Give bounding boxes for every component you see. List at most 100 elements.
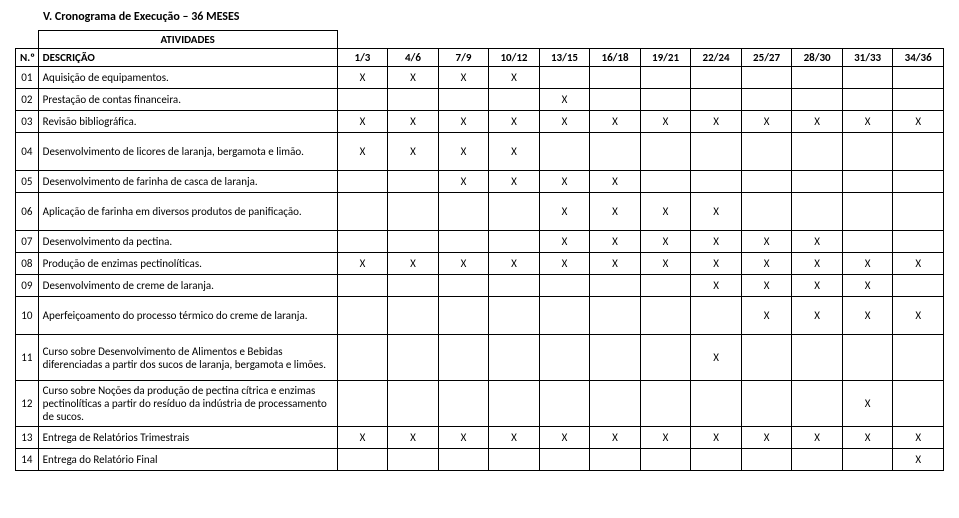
row-num: 14 (16, 449, 39, 471)
cell-mark (691, 381, 742, 427)
row-desc: Desenvolvimento de creme de laranja. (38, 275, 337, 297)
row-num: 05 (16, 171, 39, 193)
cell-mark (741, 335, 792, 381)
cell-mark (489, 381, 540, 427)
cell-mark (893, 89, 944, 111)
col-month: 19/21 (640, 49, 691, 67)
row-desc: Curso sobre Desenvolvimento de Alimentos… (38, 335, 337, 381)
cell-mark: X (691, 111, 742, 133)
cell-mark: X (792, 275, 843, 297)
cell-mark (438, 297, 489, 335)
row-num: 03 (16, 111, 39, 133)
cell-mark (640, 171, 691, 193)
cell-mark: X (691, 427, 742, 449)
cell-mark: X (489, 111, 540, 133)
cell-mark: X (388, 253, 439, 275)
cell-mark: X (741, 253, 792, 275)
cell-mark: X (539, 111, 590, 133)
cell-mark (893, 133, 944, 171)
cell-mark (893, 171, 944, 193)
cell-mark (337, 193, 388, 231)
table-row: 12Curso sobre Noções da produção de pect… (16, 381, 944, 427)
cell-mark (539, 335, 590, 381)
row-desc: Curso sobre Noções da produção de pectin… (38, 381, 337, 427)
cell-mark: X (893, 111, 944, 133)
cell-mark (489, 275, 540, 297)
row-desc: Prestação de contas financeira. (38, 89, 337, 111)
cell-mark (741, 193, 792, 231)
row-desc: Revisão bibliográfica. (38, 111, 337, 133)
row-num: 11 (16, 335, 39, 381)
cell-mark (792, 193, 843, 231)
cell-mark (388, 335, 439, 381)
cell-mark: X (539, 427, 590, 449)
cell-mark (792, 89, 843, 111)
cell-mark: X (337, 427, 388, 449)
cell-mark: X (337, 111, 388, 133)
col-month: 10/12 (489, 49, 540, 67)
cell-mark (842, 335, 893, 381)
cell-mark (842, 67, 893, 89)
cell-mark (893, 67, 944, 89)
cell-mark (590, 89, 641, 111)
cell-mark (438, 275, 489, 297)
cell-mark: X (691, 253, 742, 275)
cell-mark: X (539, 193, 590, 231)
cell-mark: X (842, 381, 893, 427)
cell-mark: X (842, 253, 893, 275)
table-row: 07Desenvolvimento da pectina.XXXXXX (16, 231, 944, 253)
col-month: 22/24 (691, 49, 742, 67)
cell-mark (640, 297, 691, 335)
cell-mark (842, 171, 893, 193)
row-desc: Aperfeiçoamento do processo térmico do c… (38, 297, 337, 335)
row-desc: Aquisição de equipamentos. (38, 67, 337, 89)
col-desc: DESCRIÇÃO (38, 49, 337, 67)
cell-mark: X (539, 89, 590, 111)
table-row: 05Desenvolvimento de farinha de casca de… (16, 171, 944, 193)
table-row: 08Produção de enzimas pectinolíticas.XXX… (16, 253, 944, 275)
cell-mark (489, 449, 540, 471)
cell-mark (388, 89, 439, 111)
cell-mark (539, 297, 590, 335)
cell-mark (893, 275, 944, 297)
cell-mark (489, 89, 540, 111)
row-num: 13 (16, 427, 39, 449)
cell-mark: X (438, 111, 489, 133)
cell-mark: X (792, 253, 843, 275)
cell-mark (640, 449, 691, 471)
row-num: 10 (16, 297, 39, 335)
cell-mark: X (489, 171, 540, 193)
cell-mark (741, 89, 792, 111)
cell-mark: X (438, 171, 489, 193)
cell-mark: X (590, 253, 641, 275)
cell-mark (438, 231, 489, 253)
cell-mark: X (590, 193, 641, 231)
cell-mark: X (539, 171, 590, 193)
cell-mark: X (893, 449, 944, 471)
cell-mark: X (590, 171, 641, 193)
cell-mark (590, 449, 641, 471)
col-num: N.º (16, 49, 39, 67)
section-title: V. Cronograma de Execução – 36 MESES (43, 10, 944, 24)
cell-mark (741, 449, 792, 471)
cell-mark (337, 381, 388, 427)
column-header-row: N.º DESCRIÇÃO 1/3 4/6 7/9 10/12 13/15 16… (16, 49, 944, 67)
col-month: 31/33 (842, 49, 893, 67)
cell-mark (590, 275, 641, 297)
cell-mark: X (741, 231, 792, 253)
cell-mark (388, 297, 439, 335)
row-num: 08 (16, 253, 39, 275)
cell-mark (893, 381, 944, 427)
cell-mark: X (539, 231, 590, 253)
col-month: 16/18 (590, 49, 641, 67)
cell-mark: X (438, 133, 489, 171)
cell-mark (691, 67, 742, 89)
table-row: 11Curso sobre Desenvolvimento de Aliment… (16, 335, 944, 381)
row-desc: Desenvolvimento de farinha de casca de l… (38, 171, 337, 193)
cell-mark: X (640, 111, 691, 133)
cell-mark: X (590, 111, 641, 133)
cell-mark (792, 335, 843, 381)
cell-mark (590, 297, 641, 335)
cell-mark (741, 171, 792, 193)
cell-mark: X (691, 275, 742, 297)
